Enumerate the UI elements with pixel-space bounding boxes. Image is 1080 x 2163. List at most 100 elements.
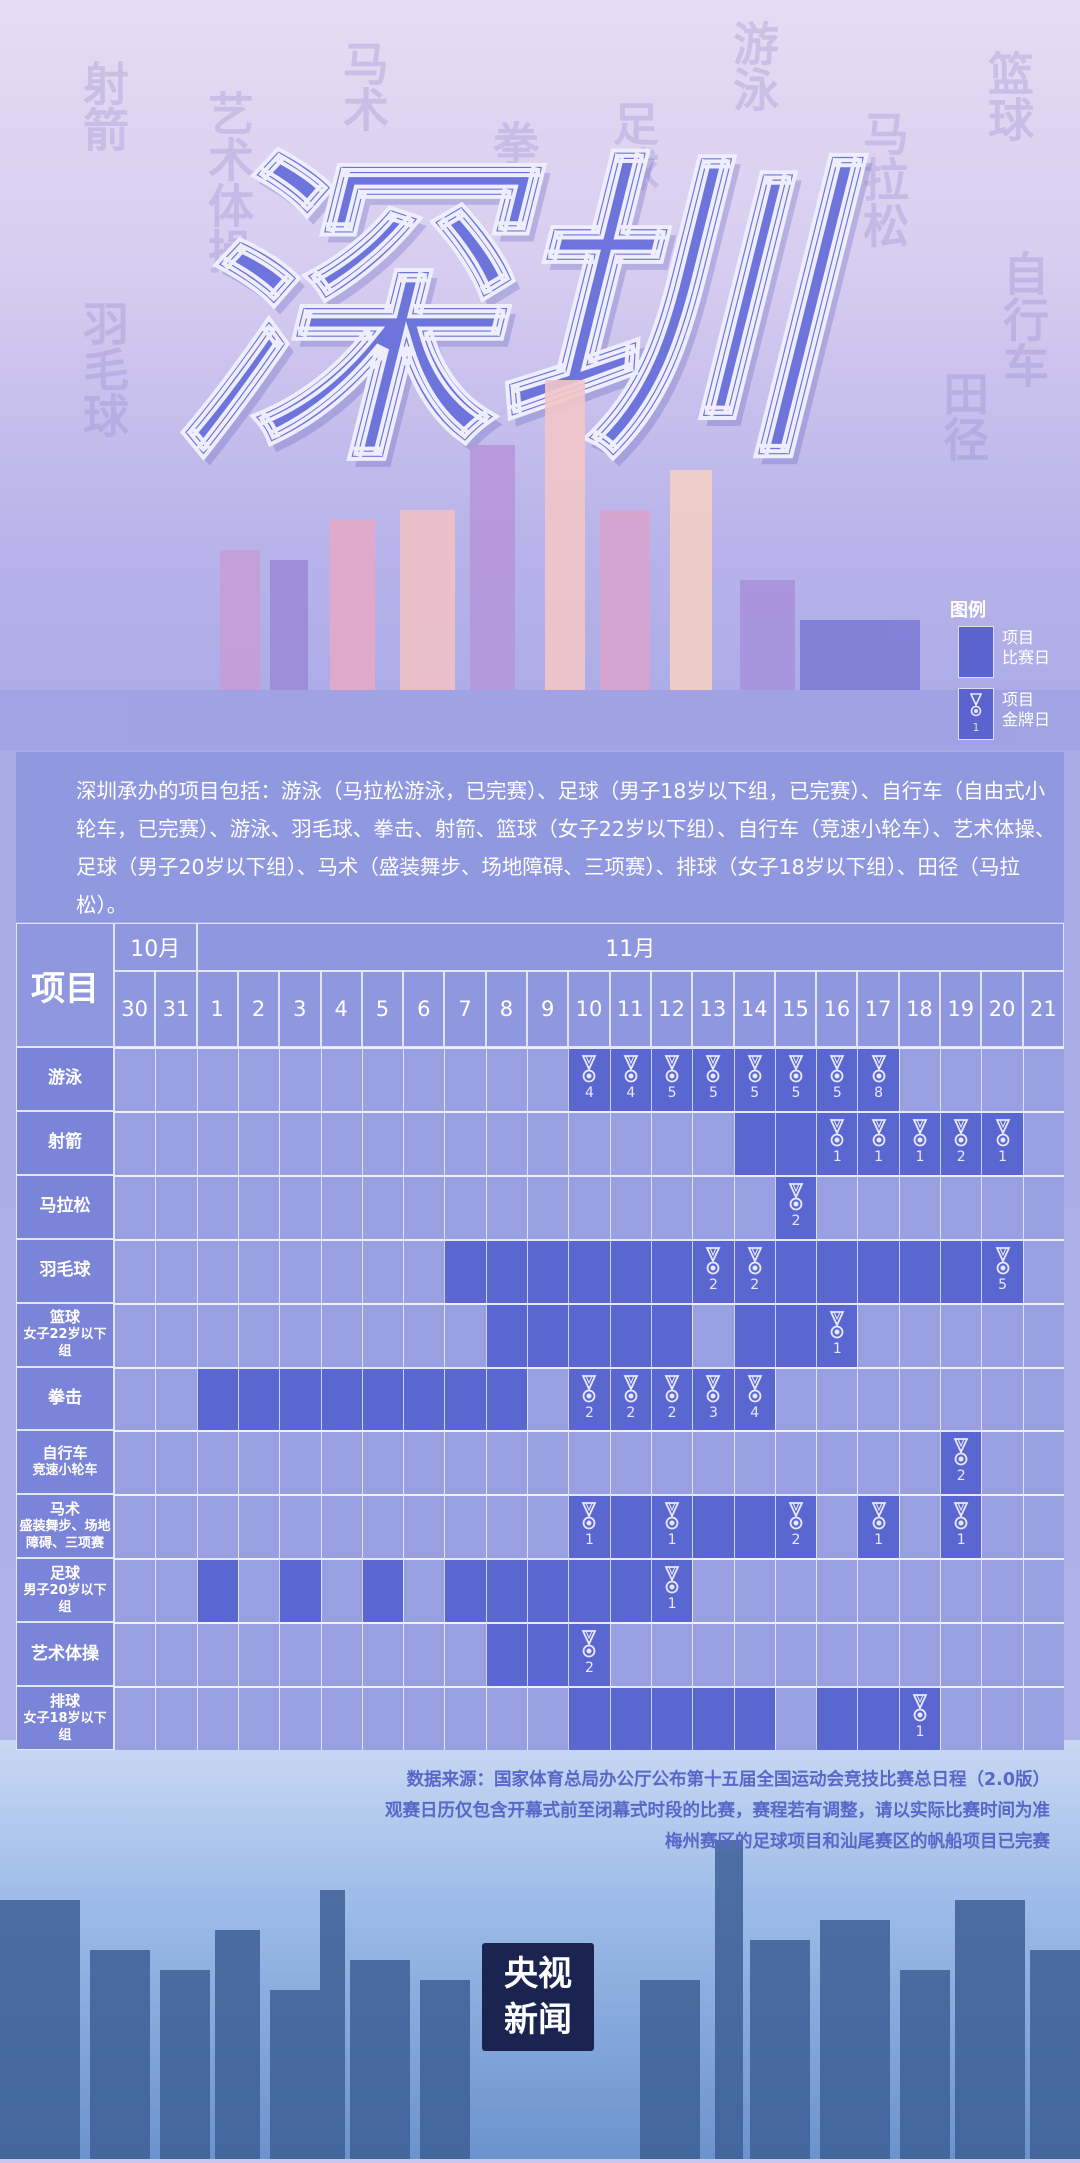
event-day-cell bbox=[196, 1558, 238, 1623]
event-day-cell: 5 bbox=[650, 1047, 693, 1111]
gold-medal-marker: 1 bbox=[858, 1502, 898, 1548]
day-cell bbox=[237, 1622, 280, 1687]
day-cell bbox=[1022, 1622, 1064, 1687]
gold-medal-marker: 2 bbox=[941, 1119, 981, 1165]
day-cell bbox=[403, 1558, 445, 1623]
row-label: 羽毛球 bbox=[16, 1238, 114, 1303]
day-label: 2 bbox=[237, 971, 280, 1047]
day-cell bbox=[940, 1366, 982, 1431]
day-cell bbox=[444, 1686, 486, 1750]
row-label-line: 盛装舞步、场地 bbox=[19, 1518, 111, 1534]
gold-medal-marker: 1 bbox=[569, 1502, 609, 1548]
event-day-cell: 1 bbox=[816, 1110, 858, 1175]
gold-medal-marker: 2 bbox=[776, 1502, 816, 1548]
day-cell bbox=[609, 1622, 651, 1687]
event-day-cell: 1 bbox=[857, 1494, 899, 1559]
gold-medal-marker: 1 bbox=[900, 1119, 940, 1165]
event-day-cell bbox=[609, 1494, 651, 1559]
medal-icon bbox=[623, 1374, 639, 1402]
day-cell bbox=[774, 1430, 817, 1495]
row-label: 马拉松 bbox=[16, 1174, 114, 1239]
decorative-word: 游泳 bbox=[726, 20, 780, 112]
footer-notes: 数据来源：国家体育总局办公厅公布第十五届全国运动会竞技比赛总日程（2.0版） 观… bbox=[385, 1765, 1050, 1858]
gold-medal-marker: 1 bbox=[817, 1119, 857, 1165]
gold-medal-marker: 1 bbox=[817, 1310, 857, 1357]
event-day-cell: 4 bbox=[733, 1366, 775, 1431]
day-cell bbox=[196, 1686, 238, 1750]
medal-count: 2 bbox=[708, 1276, 718, 1293]
day-cell bbox=[403, 1047, 445, 1111]
day-cell bbox=[568, 1174, 610, 1239]
medal-count: 1 bbox=[915, 1724, 925, 1741]
gold-medal-marker: 4 bbox=[569, 1055, 609, 1101]
event-day-cell: 2 bbox=[940, 1430, 982, 1495]
legend-event-day-line: 项目 bbox=[1002, 628, 1035, 647]
day-cell bbox=[733, 1174, 775, 1239]
day-cell bbox=[361, 1110, 404, 1175]
day-cell bbox=[485, 1494, 528, 1559]
day-cell bbox=[403, 1494, 445, 1559]
day-cell bbox=[981, 1366, 1023, 1431]
gold-medal-marker: 2 bbox=[652, 1374, 692, 1421]
day-cell bbox=[816, 1366, 858, 1431]
event-day-cell: 2 bbox=[692, 1238, 734, 1303]
event-day-cell bbox=[485, 1558, 528, 1623]
event-day-cell: 2 bbox=[940, 1110, 982, 1175]
medal-count: 1 bbox=[832, 1340, 842, 1357]
medal-count: 5 bbox=[791, 1085, 801, 1101]
medal-icon bbox=[953, 1502, 969, 1530]
medal-count: 4 bbox=[626, 1085, 636, 1101]
event-day-cell bbox=[485, 1238, 528, 1303]
day-cell bbox=[692, 1622, 734, 1687]
gold-medal-marker: 5 bbox=[817, 1055, 857, 1101]
decorative-word: 拳击 bbox=[486, 120, 540, 212]
event-day-cell bbox=[733, 1302, 775, 1367]
day-cell bbox=[444, 1622, 486, 1687]
gold-medal-marker: 5 bbox=[776, 1055, 816, 1101]
day-cell bbox=[237, 1558, 280, 1623]
medal-icon bbox=[912, 1694, 928, 1722]
day-label: 10 bbox=[568, 971, 610, 1047]
day-cell bbox=[816, 1430, 858, 1495]
event-day-cell: 8 bbox=[857, 1047, 899, 1111]
day-label: 5 bbox=[361, 971, 404, 1047]
day-cell bbox=[403, 1430, 445, 1495]
day-cell bbox=[361, 1622, 404, 1687]
event-day-cell: 1 bbox=[940, 1494, 982, 1559]
event-day-cell bbox=[816, 1686, 858, 1750]
day-cell bbox=[816, 1494, 858, 1559]
day-cell bbox=[279, 1302, 321, 1367]
event-day-cell bbox=[774, 1110, 817, 1175]
day-cell bbox=[237, 1430, 280, 1495]
day-cell bbox=[444, 1110, 486, 1175]
day-cell bbox=[981, 1302, 1023, 1367]
medal-count: 1 bbox=[874, 1148, 884, 1165]
day-cell bbox=[898, 1558, 941, 1623]
event-day-cell: 1 bbox=[857, 1110, 899, 1175]
medal-count: 8 bbox=[874, 1085, 884, 1101]
medal-count: 2 bbox=[667, 1404, 677, 1421]
event-day-cell bbox=[898, 1238, 941, 1303]
skyline-buildings bbox=[0, 1840, 1080, 2159]
day-label: 7 bbox=[444, 971, 486, 1047]
day-label: 8 bbox=[485, 971, 528, 1047]
medal-count: 1 bbox=[667, 1596, 677, 1613]
medal-count: 5 bbox=[708, 1085, 718, 1101]
row-label: 拳击 bbox=[16, 1366, 114, 1431]
event-day-cell: 2 bbox=[650, 1366, 693, 1431]
event-day-cell: 4 bbox=[609, 1047, 651, 1111]
day-cell bbox=[361, 1686, 404, 1750]
day-cell bbox=[155, 1047, 197, 1111]
event-day-cell bbox=[196, 1366, 238, 1431]
day-cell bbox=[114, 1174, 156, 1239]
row-label-line: 篮球 bbox=[49, 1308, 80, 1327]
row-label-line: 障碍、三项赛 bbox=[25, 1535, 104, 1551]
day-cell bbox=[196, 1047, 238, 1111]
medal-icon bbox=[871, 1119, 887, 1147]
day-cell bbox=[320, 1430, 362, 1495]
day-cell bbox=[898, 1366, 941, 1431]
row-label-line: 足球 bbox=[49, 1563, 80, 1582]
day-cell bbox=[981, 1494, 1023, 1559]
day-cell bbox=[196, 1302, 238, 1367]
day-cell bbox=[361, 1494, 404, 1559]
